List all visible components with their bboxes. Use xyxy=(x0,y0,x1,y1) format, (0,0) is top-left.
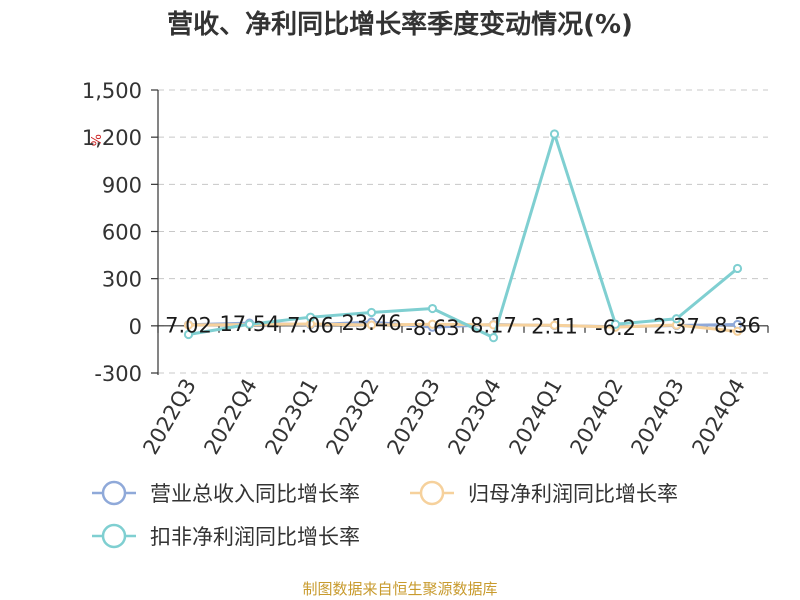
data-point[interactable] xyxy=(183,320,194,330)
x-tick-label: 2023Q3 xyxy=(382,375,444,459)
x-tick-labels: 2022Q32022Q42023Q12023Q22023Q32023Q42024… xyxy=(138,375,749,459)
legend-label: 扣非净利润同比增长率 xyxy=(150,525,360,549)
y-tick-label: 1,200 xyxy=(82,126,142,150)
data-point[interactable] xyxy=(244,319,255,329)
series-3 xyxy=(183,129,743,343)
data-point[interactable] xyxy=(610,319,621,329)
data-labels: 7.02 17.54 7.06 23.46 -8.63 8.17 2.11 -6.2 2.37 8… xyxy=(165,311,761,340)
y-tick-label: 600 xyxy=(102,221,142,245)
x-tick-label: 2022Q3 xyxy=(138,375,200,459)
data-point[interactable] xyxy=(183,329,194,340)
legend-swatch-marker xyxy=(101,523,127,549)
x-tick-label: 2023Q2 xyxy=(321,375,383,459)
y-tick-label: 0 xyxy=(129,315,142,339)
data-point[interactable] xyxy=(488,333,499,343)
data-label: 2.37 xyxy=(653,314,700,338)
x-tick-label: 2023Q1 xyxy=(260,375,322,459)
series-lines xyxy=(183,129,743,343)
data-label: 8.17 xyxy=(470,314,517,338)
data-point[interactable] xyxy=(305,312,316,322)
legend-label: 归母净利润同比增长率 xyxy=(468,482,678,506)
legend-item[interactable]: 归母净利润同比增长率 xyxy=(410,480,678,506)
source-note: 制图数据来自恒生聚源数据库 xyxy=(302,580,498,598)
legend-swatch-marker xyxy=(101,480,127,506)
data-point[interactable] xyxy=(366,320,377,330)
y-unit-mark: % xyxy=(87,134,102,146)
data-point[interactable] xyxy=(732,326,743,336)
data-label: 17.54 xyxy=(219,312,279,336)
y-tick-label: 300 xyxy=(102,268,142,292)
x-tick-label: 2023Q4 xyxy=(443,375,505,459)
data-point[interactable] xyxy=(549,320,560,330)
data-point[interactable] xyxy=(732,263,743,274)
data-point[interactable] xyxy=(549,129,560,139)
x-tick-label: 2024Q1 xyxy=(504,375,566,459)
series-line xyxy=(188,132,739,340)
y-tick-label: 900 xyxy=(102,173,142,197)
chart-title: 营收、净利同比增长率季度变动情况(%) xyxy=(167,10,633,40)
data-label: 7.02 xyxy=(165,314,212,338)
data-label: 2.11 xyxy=(531,315,578,339)
legend-item[interactable]: 扣非净利润同比增长率 xyxy=(92,523,360,549)
legend-label: 营业总收入同比增长率 xyxy=(150,482,360,506)
data-label: 8.36 xyxy=(714,314,761,338)
data-label: 7.06 xyxy=(287,314,334,338)
data-point[interactable] xyxy=(427,303,438,314)
x-tick-label: 2024Q3 xyxy=(626,375,688,459)
data-label: -6.2 xyxy=(595,316,636,340)
x-tick-label: 2024Q2 xyxy=(565,375,627,459)
data-label: 23.46 xyxy=(341,311,401,335)
data-label: -8.63 xyxy=(405,316,459,340)
data-point[interactable] xyxy=(671,314,682,324)
legend-swatch-marker xyxy=(419,480,445,506)
data-point[interactable] xyxy=(366,307,377,318)
data-point[interactable] xyxy=(427,319,438,329)
x-tick-label: 2022Q4 xyxy=(199,375,261,459)
y-tick-label: -300 xyxy=(94,362,142,386)
x-tick-label: 2024Q4 xyxy=(687,375,749,459)
legend-item[interactable]: 营业总收入同比增长率 xyxy=(92,480,360,506)
y-tick-label: 1,500 xyxy=(82,79,142,103)
y-tick-labels: -300 0 300 600 900 1,200 1,500 xyxy=(82,79,158,386)
